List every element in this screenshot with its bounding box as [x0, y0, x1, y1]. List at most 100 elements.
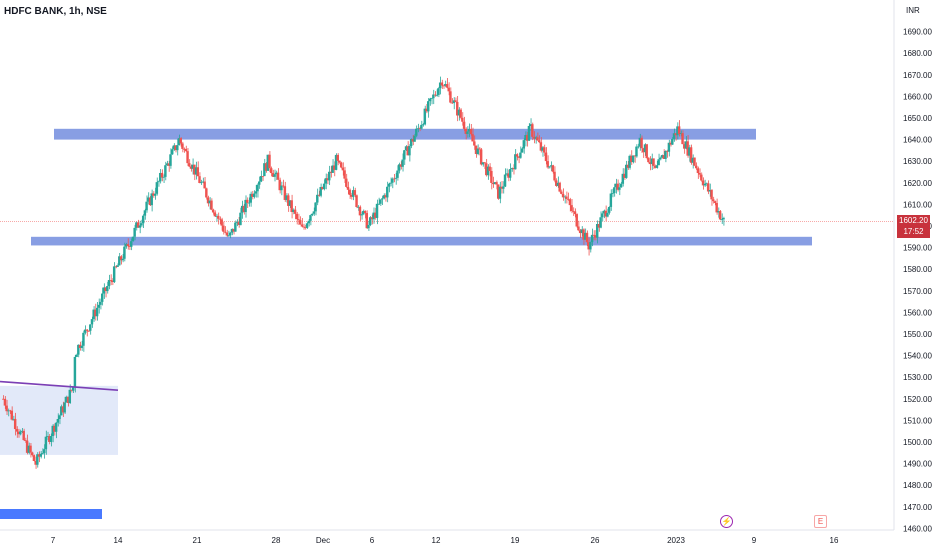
candle-body — [563, 196, 567, 198]
candle-body — [24, 440, 27, 441]
candle-body — [273, 174, 276, 177]
candle-body — [206, 197, 210, 204]
candle-body — [648, 162, 652, 165]
candle-body — [507, 173, 510, 178]
time-tick-label: 14 — [114, 536, 123, 545]
candle-body — [263, 163, 266, 177]
candle-body — [357, 206, 360, 208]
candle-body — [621, 173, 625, 184]
candle-body — [37, 454, 41, 457]
candle-body — [543, 147, 546, 153]
support-zone[interactable] — [31, 236, 812, 246]
candle-body — [387, 183, 391, 187]
lightning-icon[interactable]: ⚡ — [720, 515, 733, 528]
candle-body — [526, 135, 529, 141]
candle-body — [287, 195, 290, 206]
time-tick-label: 9 — [752, 536, 757, 545]
candle-body — [10, 410, 13, 420]
candle-body — [285, 195, 288, 200]
candle-body — [119, 256, 123, 261]
candle-body — [647, 158, 650, 163]
resistance-zone[interactable] — [54, 128, 756, 140]
candle-body — [566, 198, 570, 200]
candle-body — [283, 186, 287, 200]
candle-body — [524, 135, 527, 141]
candle-body — [109, 279, 112, 281]
candle-body — [582, 229, 585, 240]
candle-body — [423, 108, 427, 125]
candle-body — [321, 186, 324, 190]
candle-body — [343, 170, 346, 179]
candle-body — [548, 166, 551, 168]
candle-body — [169, 154, 172, 166]
candle-body — [671, 138, 674, 145]
candle-body — [56, 418, 60, 423]
candle-body — [259, 176, 263, 182]
events-icon[interactable]: E — [814, 515, 827, 528]
candle-body — [575, 214, 578, 227]
candle-body — [124, 244, 128, 247]
candle-body — [681, 133, 684, 145]
candle-body — [290, 200, 293, 212]
candle-body — [271, 173, 275, 177]
candle-body — [350, 194, 353, 197]
candle-body — [476, 148, 479, 155]
candle-body — [281, 185, 285, 187]
candle-body — [432, 94, 435, 99]
candle-body — [710, 190, 713, 200]
candle-body — [44, 436, 48, 450]
candle-body — [401, 159, 404, 167]
pattern-trendline[interactable] — [0, 380, 119, 391]
candle-body — [382, 195, 386, 199]
candle-body — [27, 445, 31, 453]
candle-body — [628, 155, 631, 168]
candle-body — [456, 101, 459, 116]
candle-body — [645, 144, 648, 159]
candle-body — [672, 133, 676, 139]
candle-body — [36, 454, 39, 465]
candle-body — [326, 178, 329, 181]
candle-body — [416, 128, 420, 130]
candle-body — [514, 154, 517, 170]
candle-body — [590, 234, 594, 243]
candle-body — [155, 182, 159, 194]
candle-body — [34, 461, 37, 465]
candle-body — [53, 425, 56, 432]
candle-body — [97, 304, 101, 308]
candle-body — [268, 154, 271, 169]
price-tick-label: 1590.00 — [903, 244, 932, 253]
time-axis[interactable]: 7 14 21 28 Dec 6 12 19 26 2023 9 16 — [51, 536, 839, 545]
candle-body — [519, 152, 522, 158]
candle-body — [659, 157, 662, 160]
candle-body — [611, 193, 614, 194]
candle-body — [459, 109, 462, 118]
candle-body — [116, 265, 119, 267]
candle-body — [58, 415, 61, 419]
candle-body — [136, 222, 140, 228]
candle-body — [196, 167, 200, 177]
candle-body — [172, 145, 176, 150]
candle-body — [614, 183, 618, 188]
time-tick-label: 28 — [272, 536, 281, 545]
price-axis[interactable]: 1460.00 1470.00 1480.00 1490.00 1500.00 1510.… — [903, 28, 932, 534]
candle-body — [640, 137, 643, 149]
candle-body — [256, 184, 259, 192]
candle-body — [66, 396, 70, 403]
candle-body — [560, 191, 563, 194]
candle-body — [13, 418, 17, 430]
candle-body — [208, 200, 211, 204]
candle-body — [691, 157, 695, 163]
candle-body — [63, 402, 66, 413]
candle-body — [609, 193, 613, 207]
candle-body — [288, 200, 292, 206]
candle-body — [314, 202, 317, 212]
candle-body — [517, 156, 520, 158]
candle-body — [529, 124, 532, 126]
candle-body — [391, 178, 394, 183]
candle-body — [631, 155, 635, 163]
candle-body — [650, 158, 654, 165]
candle-body — [182, 148, 186, 150]
candle-body — [698, 173, 701, 175]
candle-body — [442, 85, 445, 87]
